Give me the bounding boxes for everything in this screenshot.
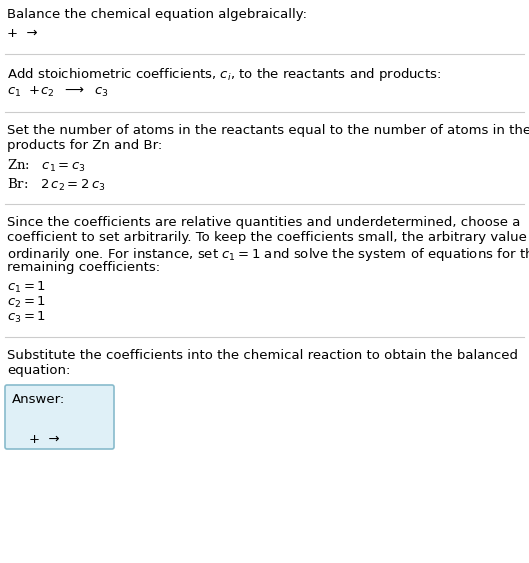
Text: Since the coefficients are relative quantities and underdetermined, choose a: Since the coefficients are relative quan… bbox=[7, 216, 521, 229]
Text: remaining coefficients:: remaining coefficients: bbox=[7, 261, 160, 274]
Text: ordinarily one. For instance, set $c_1 = 1$ and solve the system of equations fo: ordinarily one. For instance, set $c_1 =… bbox=[7, 246, 529, 263]
Text: products for Zn and Br:: products for Zn and Br: bbox=[7, 139, 162, 152]
Text: equation:: equation: bbox=[7, 364, 70, 377]
Text: Br:   $2\,c_2 = 2\,c_3$: Br: $2\,c_2 = 2\,c_3$ bbox=[7, 177, 106, 193]
Text: +  →: + → bbox=[29, 433, 60, 446]
Text: $c_2 = 1$: $c_2 = 1$ bbox=[7, 295, 46, 310]
Text: $c_1$  $+c_2$  $\longrightarrow$  $c_3$: $c_1$ $+c_2$ $\longrightarrow$ $c_3$ bbox=[7, 85, 109, 99]
Text: $c_3 = 1$: $c_3 = 1$ bbox=[7, 310, 46, 325]
Text: Balance the chemical equation algebraically:: Balance the chemical equation algebraica… bbox=[7, 8, 307, 21]
Text: Substitute the coefficients into the chemical reaction to obtain the balanced: Substitute the coefficients into the che… bbox=[7, 349, 518, 362]
Text: Zn:   $c_1 = c_3$: Zn: $c_1 = c_3$ bbox=[7, 158, 86, 174]
Text: Set the number of atoms in the reactants equal to the number of atoms in the: Set the number of atoms in the reactants… bbox=[7, 124, 529, 137]
Text: $c_1 = 1$: $c_1 = 1$ bbox=[7, 280, 46, 295]
Text: +  →: + → bbox=[7, 27, 38, 40]
Text: Add stoichiometric coefficients, $c_i$, to the reactants and products:: Add stoichiometric coefficients, $c_i$, … bbox=[7, 66, 441, 83]
Text: coefficient to set arbitrarily. To keep the coefficients small, the arbitrary va: coefficient to set arbitrarily. To keep … bbox=[7, 231, 529, 244]
FancyBboxPatch shape bbox=[5, 385, 114, 449]
Text: Answer:: Answer: bbox=[12, 393, 65, 406]
